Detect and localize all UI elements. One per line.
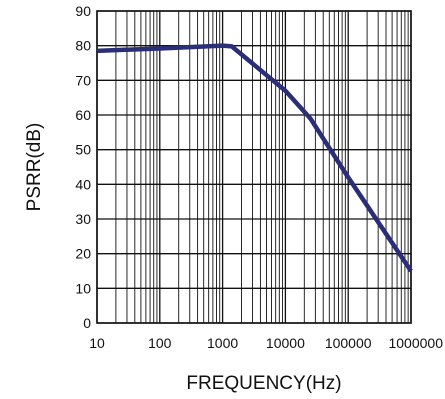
y-tick-label: 10 [75, 280, 91, 296]
x-tick-label: 10000 [266, 335, 305, 351]
y-tick-label: 30 [75, 211, 91, 227]
y-axis-title: PSRR(dB) [24, 123, 45, 212]
x-tick-label: 10 [89, 335, 105, 351]
y-tick-labels: 0 10 20 30 40 50 60 70 80 90 [75, 3, 91, 331]
psrr-series-line [96, 43, 413, 273]
plot-frame [96, 10, 412, 324]
y-tick-label: 40 [75, 176, 91, 192]
minor-grid [115, 11, 409, 323]
y-tick-label: 20 [75, 246, 91, 262]
x-tick-label: 100 [148, 335, 172, 351]
y-tick-label: 70 [75, 72, 91, 88]
y-tick-label: 80 [75, 38, 91, 54]
x-tick-label: 1000 [207, 335, 238, 351]
series-layer [96, 43, 413, 273]
major-grid [96, 10, 412, 324]
x-tick-label: 1000000 [388, 335, 443, 351]
y-tick-label: 90 [75, 3, 91, 19]
y-tick-label: 60 [75, 107, 91, 123]
y-tick-label: 0 [83, 315, 91, 331]
y-tick-label: 50 [75, 142, 91, 158]
x-tick-labels: 10 100 1000 10000 100000 1000000 [89, 335, 443, 351]
x-axis-title: FREQUENCY(Hz) [186, 373, 341, 394]
x-tick-label: 100000 [325, 335, 372, 351]
